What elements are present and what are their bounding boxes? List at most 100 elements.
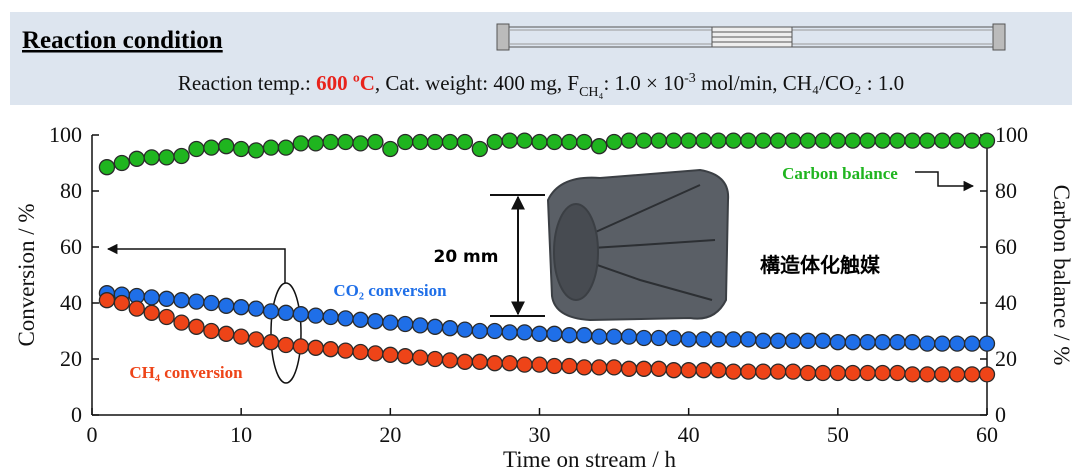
data-point — [711, 133, 726, 148]
data-point — [592, 329, 607, 344]
condition-temp: 600 ºC — [316, 71, 375, 95]
data-point — [965, 133, 980, 148]
data-point — [845, 335, 860, 350]
data-point — [607, 329, 622, 344]
data-point — [890, 366, 905, 381]
data-point — [562, 359, 577, 374]
data-point — [622, 133, 637, 148]
data-point — [443, 353, 458, 368]
data-point — [935, 336, 950, 351]
data-point — [159, 150, 174, 165]
data-point — [696, 133, 711, 148]
data-point — [428, 135, 443, 150]
catalyst-label: 構造体化触媒 — [760, 253, 881, 277]
data-point — [144, 290, 159, 305]
data-point — [502, 325, 517, 340]
data-point — [249, 143, 264, 158]
data-point — [472, 354, 487, 369]
data-point — [666, 363, 681, 378]
data-point — [681, 332, 696, 347]
data-point — [278, 338, 293, 353]
x-axis-label: Time on stream / h — [503, 447, 676, 471]
data-point — [413, 318, 428, 333]
data-point — [681, 363, 696, 378]
data-point — [577, 360, 592, 375]
data-point — [457, 135, 472, 150]
data-point — [129, 301, 144, 316]
data-point — [398, 135, 413, 150]
x-tick-label: 0 — [87, 422, 98, 447]
data-point — [428, 319, 443, 334]
data-point — [219, 326, 234, 341]
data-point — [368, 135, 383, 150]
data-point — [622, 361, 637, 376]
data-point — [353, 345, 368, 360]
data-point — [756, 133, 771, 148]
data-point — [577, 135, 592, 150]
y-tick-label: 40 — [60, 290, 82, 315]
data-point — [413, 135, 428, 150]
data-point — [99, 160, 114, 175]
data-point — [726, 332, 741, 347]
data-point — [860, 366, 875, 381]
data-point — [786, 364, 801, 379]
x-tick-label: 30 — [529, 422, 551, 447]
data-point — [980, 133, 995, 148]
data-point — [830, 335, 845, 350]
data-point — [383, 315, 398, 330]
data-point — [308, 136, 323, 151]
data-point — [801, 333, 816, 348]
data-point — [547, 326, 562, 341]
y2-axis-label: Carbon balance / % — [1049, 185, 1074, 366]
x-tick-label: 50 — [827, 422, 849, 447]
data-point — [264, 335, 279, 350]
data-point — [711, 332, 726, 347]
data-point — [472, 324, 487, 339]
data-point — [592, 139, 607, 154]
data-point — [517, 325, 532, 340]
data-point — [219, 298, 234, 313]
data-point — [726, 133, 741, 148]
data-point — [338, 135, 353, 150]
data-point — [338, 311, 353, 326]
data-point — [189, 319, 204, 334]
data-point — [99, 293, 114, 308]
condition-text: : 1.0 × 10 — [603, 71, 684, 95]
data-point — [398, 317, 413, 332]
data-point — [398, 349, 413, 364]
data-point — [905, 133, 920, 148]
data-point — [234, 142, 249, 157]
data-point — [875, 133, 890, 148]
data-point — [517, 357, 532, 372]
data-point — [189, 294, 204, 309]
data-point — [383, 142, 398, 157]
data-point — [875, 366, 890, 381]
data-point — [636, 133, 651, 148]
data-point — [905, 335, 920, 350]
data-point — [860, 335, 875, 350]
data-point — [756, 333, 771, 348]
data-point — [860, 133, 875, 148]
data-point — [189, 142, 204, 157]
data-point — [920, 133, 935, 148]
x-tick-label: 40 — [678, 422, 700, 447]
series — [99, 286, 994, 351]
condition-sup: -3 — [684, 71, 696, 86]
data-point — [681, 133, 696, 148]
data-point — [562, 328, 577, 343]
figure: Reaction condition Reaction temp.: 600 º… — [0, 0, 1084, 471]
y2-tick-label: 100 — [995, 122, 1028, 147]
data-point — [741, 133, 756, 148]
data-point — [845, 366, 860, 381]
x-tick-label: 20 — [379, 422, 401, 447]
data-point — [219, 139, 234, 154]
data-point — [457, 354, 472, 369]
y-tick-label: 60 — [60, 234, 82, 259]
y-axis-label: Conversion / % — [14, 203, 39, 346]
data-point — [353, 136, 368, 151]
data-point — [487, 324, 502, 339]
data-point — [144, 150, 159, 165]
data-point — [636, 331, 651, 346]
data-point — [786, 133, 801, 148]
data-point — [786, 333, 801, 348]
